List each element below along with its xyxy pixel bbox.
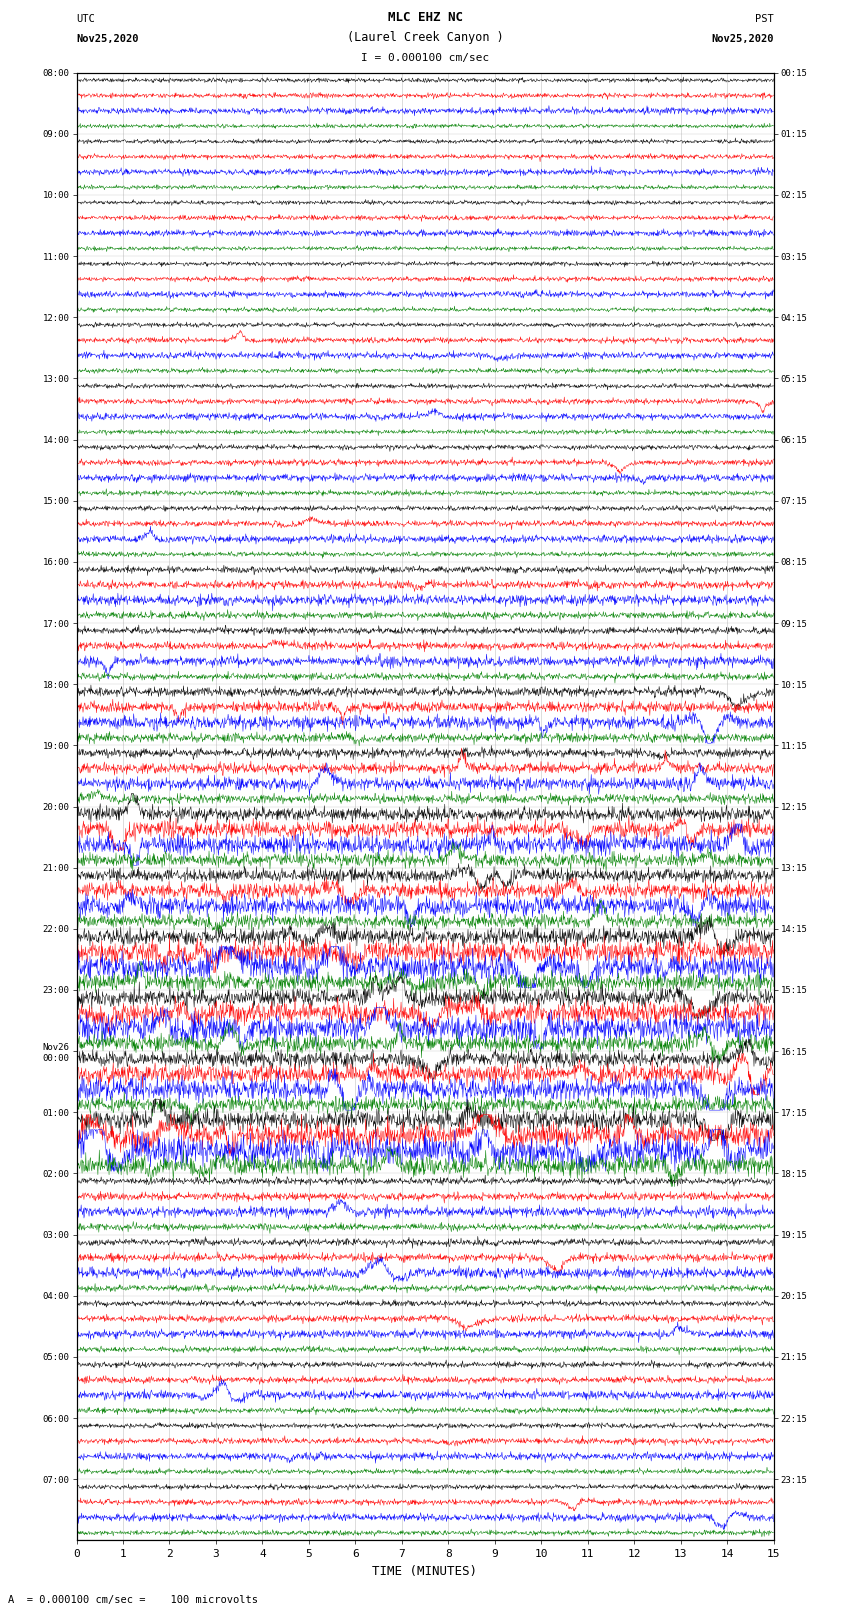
Text: PST: PST	[755, 15, 774, 24]
Text: Nov25,2020: Nov25,2020	[76, 34, 139, 44]
X-axis label: TIME (MINUTES): TIME (MINUTES)	[372, 1565, 478, 1578]
Text: Nov25,2020: Nov25,2020	[711, 34, 774, 44]
Text: UTC: UTC	[76, 15, 95, 24]
Text: MLC EHZ NC: MLC EHZ NC	[388, 11, 462, 24]
Text: A  = 0.000100 cm/sec =    100 microvolts: A = 0.000100 cm/sec = 100 microvolts	[8, 1595, 258, 1605]
Text: I = 0.000100 cm/sec: I = 0.000100 cm/sec	[361, 53, 489, 63]
Text: (Laurel Creek Canyon ): (Laurel Creek Canyon )	[347, 31, 503, 44]
